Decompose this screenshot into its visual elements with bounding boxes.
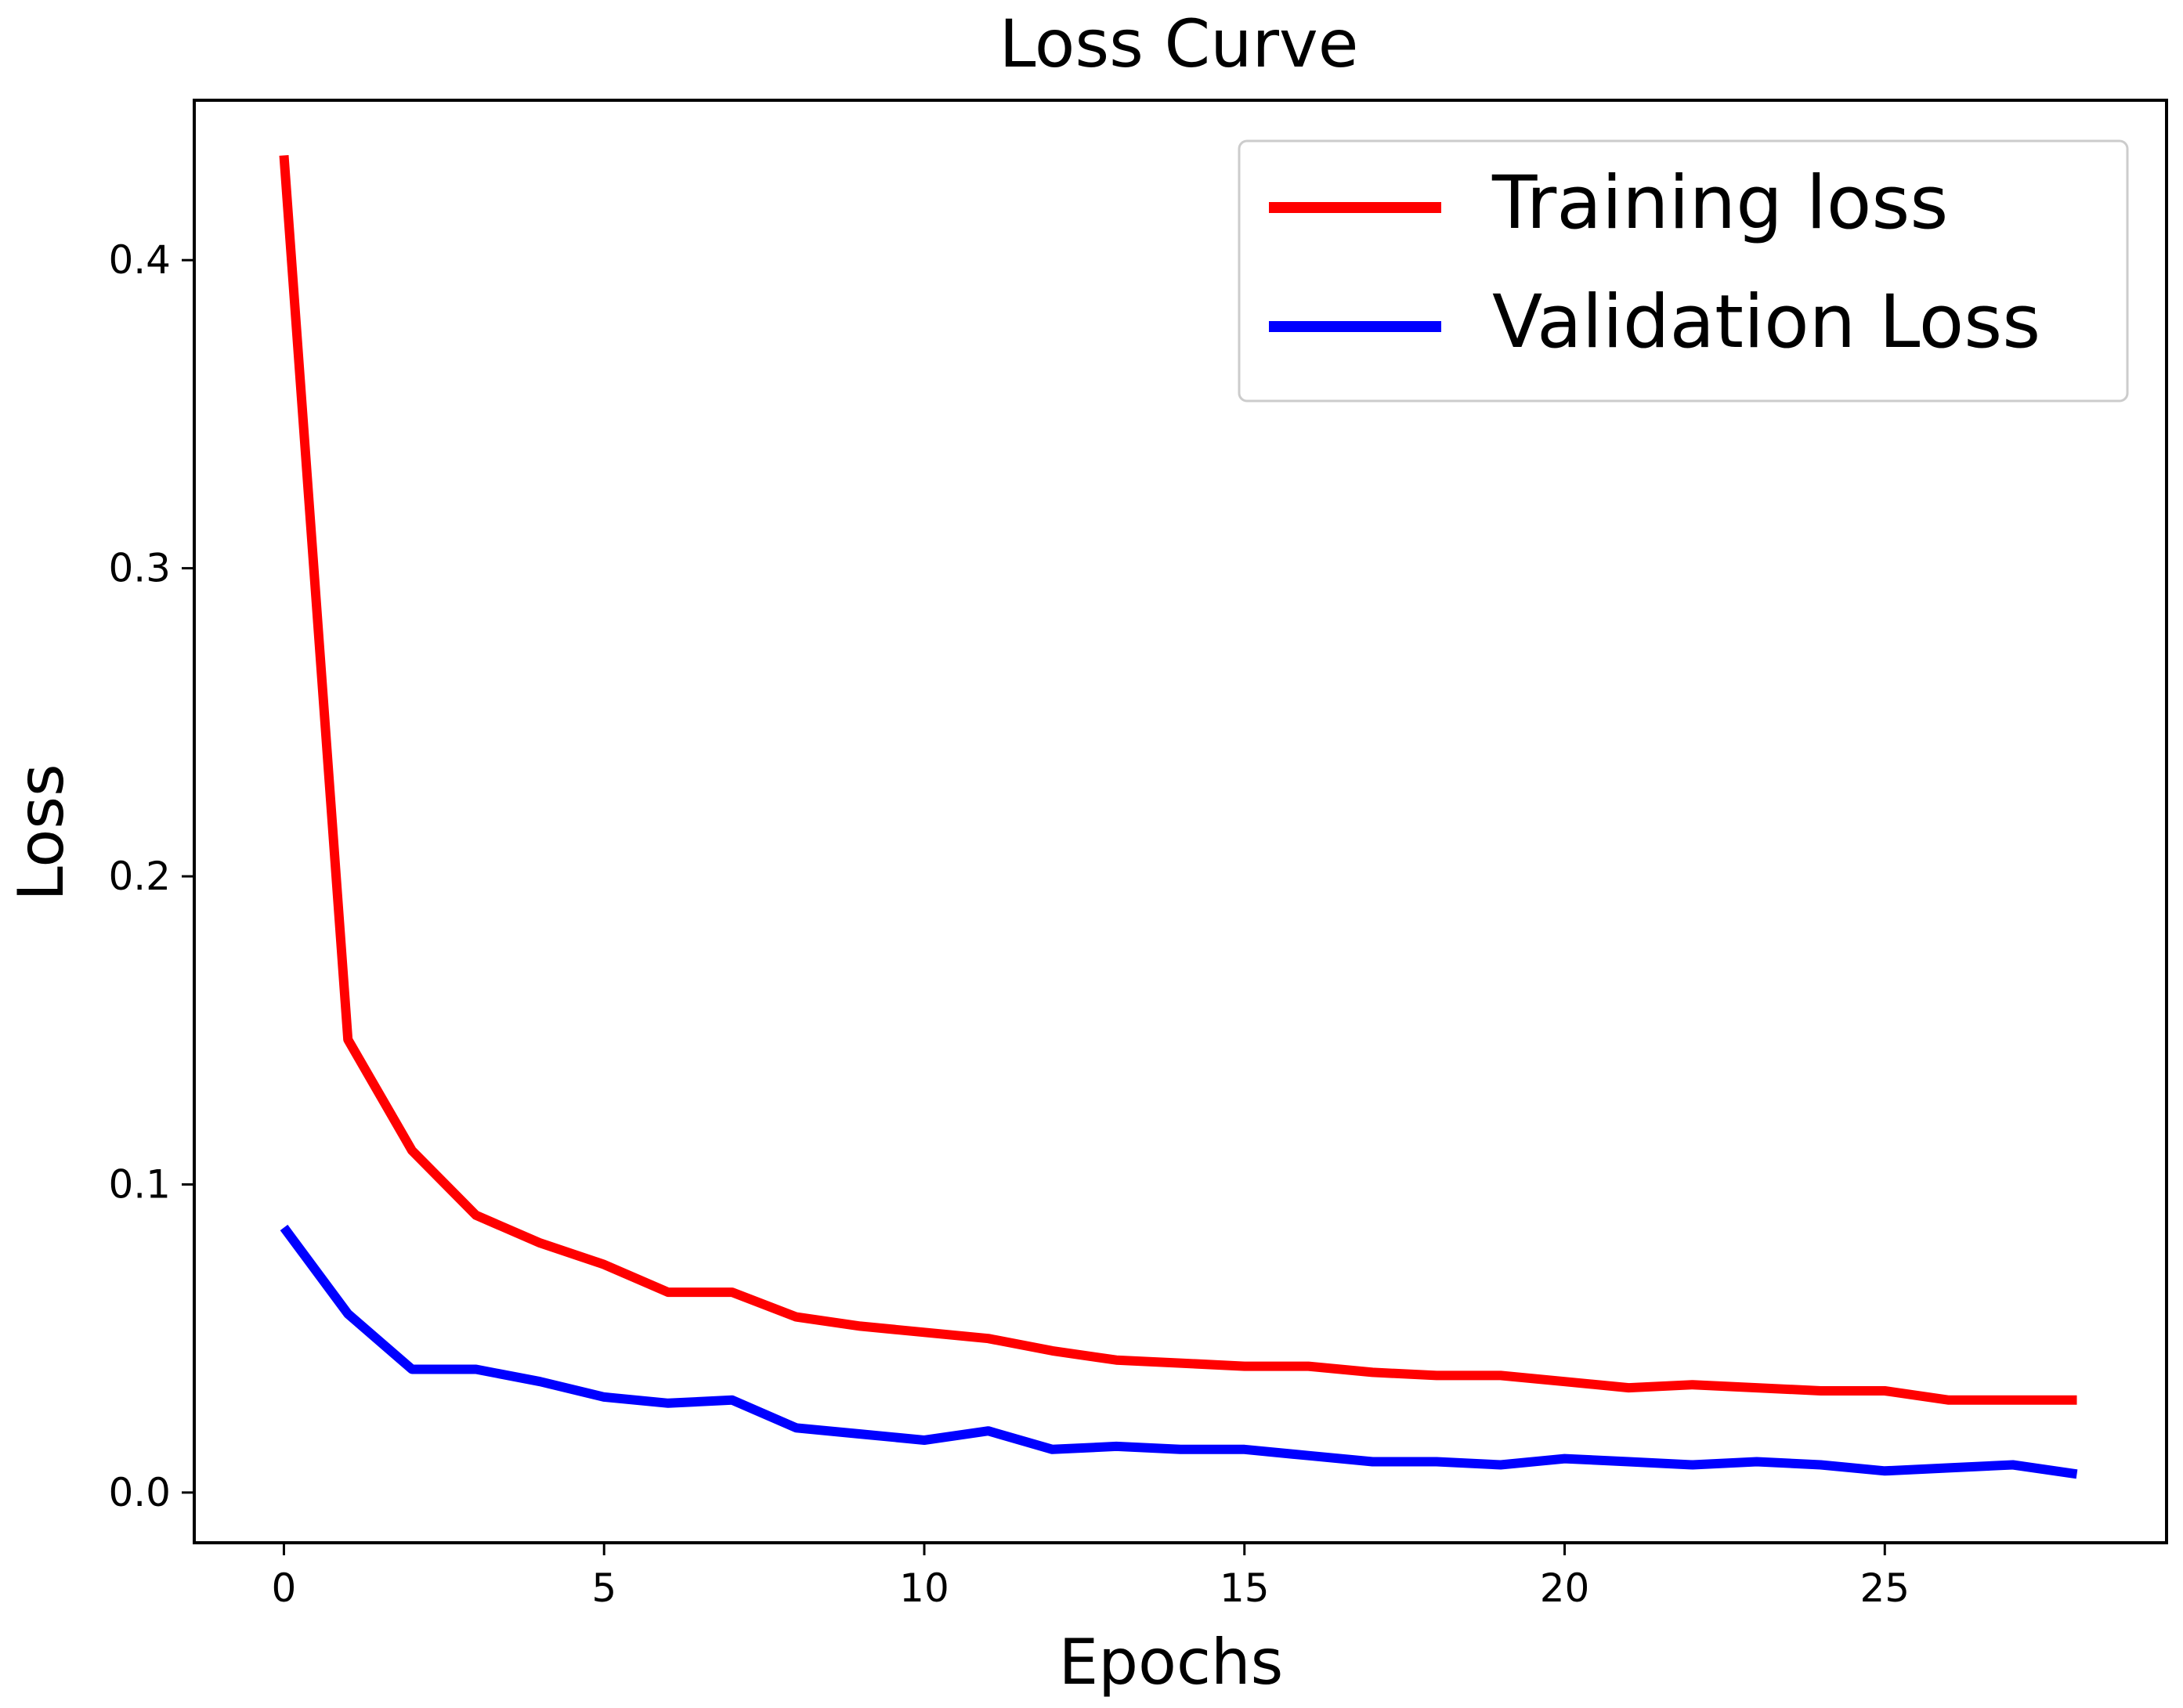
x-tick-label: 20 <box>1540 1565 1590 1611</box>
legend: Training loss Validation Loss <box>1238 139 2129 403</box>
y-tick-label: 0.2 <box>108 854 171 899</box>
y-axis-label: Loss <box>5 764 78 901</box>
x-axis-label: Epochs <box>1059 1626 1284 1699</box>
x-tick-label: 10 <box>899 1565 949 1611</box>
x-axis-ticks: 0 5 10 15 20 25 <box>272 1543 1910 1611</box>
x-tick-label: 0 <box>272 1565 297 1611</box>
series-line-validation-loss <box>280 1224 2078 1479</box>
y-tick-label: 0.1 <box>108 1161 171 1207</box>
series-line-training-loss <box>279 154 2077 1405</box>
y-tick-label: 0.0 <box>108 1470 171 1515</box>
x-tick-label: 15 <box>1220 1565 1270 1611</box>
series-layer <box>279 154 2078 1479</box>
x-tick-label: 25 <box>1860 1565 1910 1611</box>
x-tick-label: 5 <box>591 1565 616 1611</box>
y-tick-label: 0.3 <box>108 546 171 591</box>
legend-label-validation-loss: Validation Loss <box>1492 280 2040 365</box>
legend-box <box>1238 139 2129 403</box>
legend-label-training-loss: Training loss <box>1491 161 1948 246</box>
plot-area-frame <box>193 99 2168 1544</box>
chart-title: Loss Curve <box>999 5 1359 82</box>
y-tick-label: 0.4 <box>108 237 171 283</box>
y-axis-ticks: 0.0 0.1 0.2 0.3 0.4 <box>108 237 194 1515</box>
